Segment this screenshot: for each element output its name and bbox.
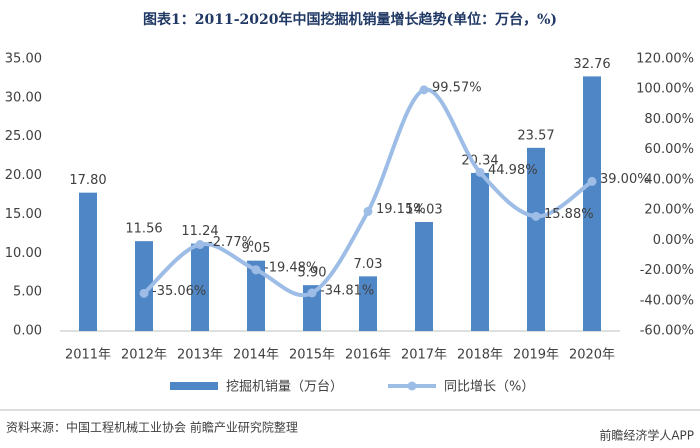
y-tick-label: 35.00 — [5, 52, 42, 67]
y2-tick-label: 100.00% — [636, 82, 694, 97]
legend-label: 挖掘机销量（万台） — [226, 380, 343, 395]
bar — [191, 243, 209, 331]
y2-tick-label: -60.00% — [640, 324, 694, 339]
x-tick-label: 2011年 — [65, 348, 111, 363]
x-tick-label: 2014年 — [233, 348, 279, 363]
bar-label: 14.03 — [405, 202, 442, 217]
line-label: -35.06% — [152, 284, 206, 299]
legend-label: 同比增长（%） — [444, 380, 534, 395]
bar — [135, 241, 153, 331]
line-marker — [195, 240, 205, 250]
bar — [247, 260, 265, 331]
line-marker — [251, 265, 261, 275]
y2-tick-label: 20.00% — [644, 203, 694, 218]
line-marker — [587, 176, 597, 186]
legend-swatch — [407, 381, 417, 391]
line-marker — [419, 85, 429, 95]
bar — [415, 221, 433, 331]
x-tick-label: 2020年 — [569, 348, 615, 363]
bar-label: 11.24 — [181, 224, 218, 239]
x-tick-label: 2012年 — [121, 348, 167, 363]
line-label: 19.15% — [376, 202, 426, 217]
y-tick-label: 0.00 — [13, 324, 42, 339]
line — [142, 87, 594, 297]
y2-tick-label: -40.00% — [640, 293, 694, 308]
y2-tick-label: 120.00% — [636, 52, 694, 67]
bar-label: 9.05 — [242, 241, 271, 256]
bar — [79, 192, 97, 331]
y2-tick-label: 0.00% — [653, 233, 694, 248]
bar — [583, 76, 601, 332]
line-label: -2.77% — [208, 235, 254, 250]
line-marker — [363, 206, 373, 216]
y2-tick-label: 40.00% — [644, 172, 694, 187]
line-marker — [139, 288, 149, 298]
y-tick-label: 25.00 — [5, 129, 42, 144]
line-label: -34.81% — [320, 283, 374, 298]
x-tick-label: 2013年 — [177, 348, 223, 363]
bar-label: 32.76 — [573, 57, 610, 72]
line-marker — [475, 167, 485, 177]
x-tick-label: 2015年 — [289, 348, 335, 363]
bar — [527, 147, 545, 331]
y-tick-label: 15.00 — [5, 207, 42, 222]
y-tick-label: 30.00 — [5, 90, 42, 105]
y-tick-label: 10.00 — [5, 246, 42, 261]
y2-tick-label: 80.00% — [644, 112, 694, 127]
line-label: 39.00% — [600, 172, 650, 187]
y-tick-label: 5.00 — [13, 285, 42, 300]
bar — [471, 172, 489, 331]
x-tick-label: 2019年 — [513, 348, 559, 363]
bar-label: 17.80 — [69, 173, 106, 188]
x-tick-label: 2018年 — [457, 348, 503, 363]
x-tick-label: 2016年 — [345, 348, 391, 363]
bar-label: 7.03 — [354, 257, 383, 272]
bar-label: 23.57 — [517, 128, 554, 143]
line-label: 99.57% — [432, 80, 482, 95]
line-marker — [307, 288, 317, 298]
bar-label: 11.56 — [125, 222, 162, 237]
chart-title: 图表1：2011-2020年中国挖掘机销量增长趋势(单位：万台，%) — [143, 11, 557, 28]
line-marker — [531, 211, 541, 221]
line-label: 15.88% — [544, 207, 594, 222]
bar — [359, 276, 377, 331]
x-tick-label: 2017年 — [401, 348, 447, 363]
line-label: -19.48% — [264, 260, 318, 275]
line-label: 44.98% — [488, 163, 538, 178]
y2-tick-label: -20.00% — [640, 263, 694, 278]
bar-label: 5.90 — [298, 266, 327, 281]
source: 资料来源：中国工程机械工业协会 前瞻产业研究院整理 — [6, 420, 298, 435]
legend-swatch — [170, 382, 218, 390]
y2-tick-label: 60.00% — [644, 142, 694, 157]
y-tick-label: 20.00 — [5, 168, 42, 183]
brand: 前瞻经济学人APP — [599, 428, 694, 443]
